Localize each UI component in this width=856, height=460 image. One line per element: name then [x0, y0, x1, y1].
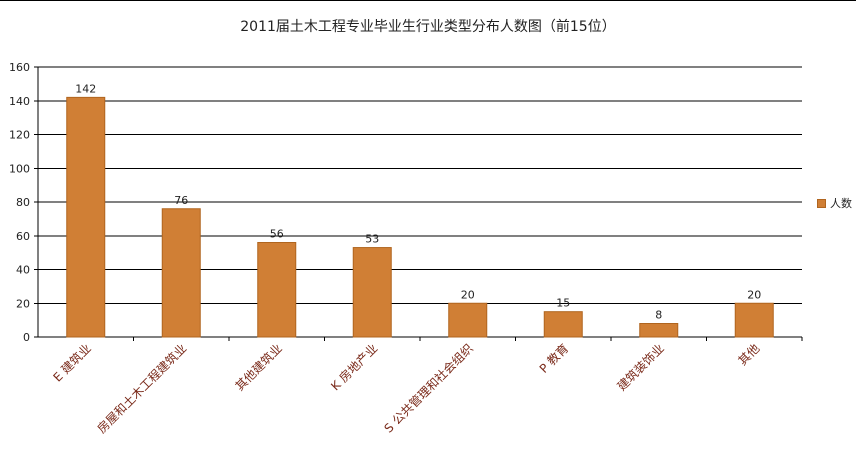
- bar: [639, 323, 679, 338]
- data-label: 142: [75, 82, 96, 95]
- y-tick-label: 20: [16, 297, 30, 310]
- x-tick-label: P 教育: [536, 341, 571, 376]
- x-tick-label: 房屋和土木工程建筑业: [94, 341, 189, 436]
- x-tick-label: S 公共管理和社会组织: [381, 341, 476, 436]
- y-tick-label: 60: [16, 230, 30, 243]
- y-tick-label: 160: [9, 61, 30, 74]
- x-tick-label: E 建筑业: [50, 341, 94, 385]
- y-tick-label: 100: [9, 162, 30, 175]
- x-tick-label: 其他建筑业: [232, 341, 285, 394]
- data-labels: 142 76 56 53 20 15 8 20: [75, 82, 761, 321]
- y-tick-label: 80: [16, 196, 30, 209]
- bar: [66, 96, 106, 338]
- bar: [543, 311, 583, 338]
- x-tick-label: 其他: [735, 341, 762, 368]
- y-tick-label: 140: [9, 95, 30, 108]
- data-label: 20: [461, 288, 475, 301]
- chart-title: 2011届土木工程专业毕业生行业类型分布人数图（前15位）: [240, 19, 616, 35]
- gridlines: [38, 66, 802, 338]
- legend-label: 人数: [830, 197, 852, 210]
- y-tick-labels: 0 20 40 60 80 100 120 140 160: [9, 61, 30, 344]
- axes: [34, 66, 803, 341]
- data-label: 15: [556, 297, 570, 310]
- top-border-line: [0, 0, 856, 1]
- bar: [161, 208, 201, 338]
- legend-swatch: [817, 198, 826, 208]
- y-tick-label: 120: [9, 129, 30, 142]
- x-tick-label: K 房地产业: [328, 341, 381, 394]
- data-label: 20: [747, 288, 761, 301]
- data-label: 76: [174, 194, 188, 207]
- bar: [257, 242, 297, 338]
- data-label: 8: [655, 309, 662, 322]
- data-label: 56: [270, 228, 284, 241]
- y-tick-label: 40: [16, 264, 30, 277]
- bar: [448, 302, 488, 338]
- legend: 人数: [817, 195, 852, 211]
- data-label: 53: [365, 233, 379, 246]
- bars: [66, 96, 774, 338]
- x-tick-label: 建筑装饰业: [614, 341, 667, 394]
- bar: [734, 302, 774, 338]
- bar: [352, 247, 392, 338]
- x-tick-labels: E 建筑业 房屋和土木工程建筑业 其他建筑业 K 房地产业 S 公共管理和社会组织 P 教…: [50, 341, 763, 436]
- y-tick-label: 0: [23, 331, 30, 344]
